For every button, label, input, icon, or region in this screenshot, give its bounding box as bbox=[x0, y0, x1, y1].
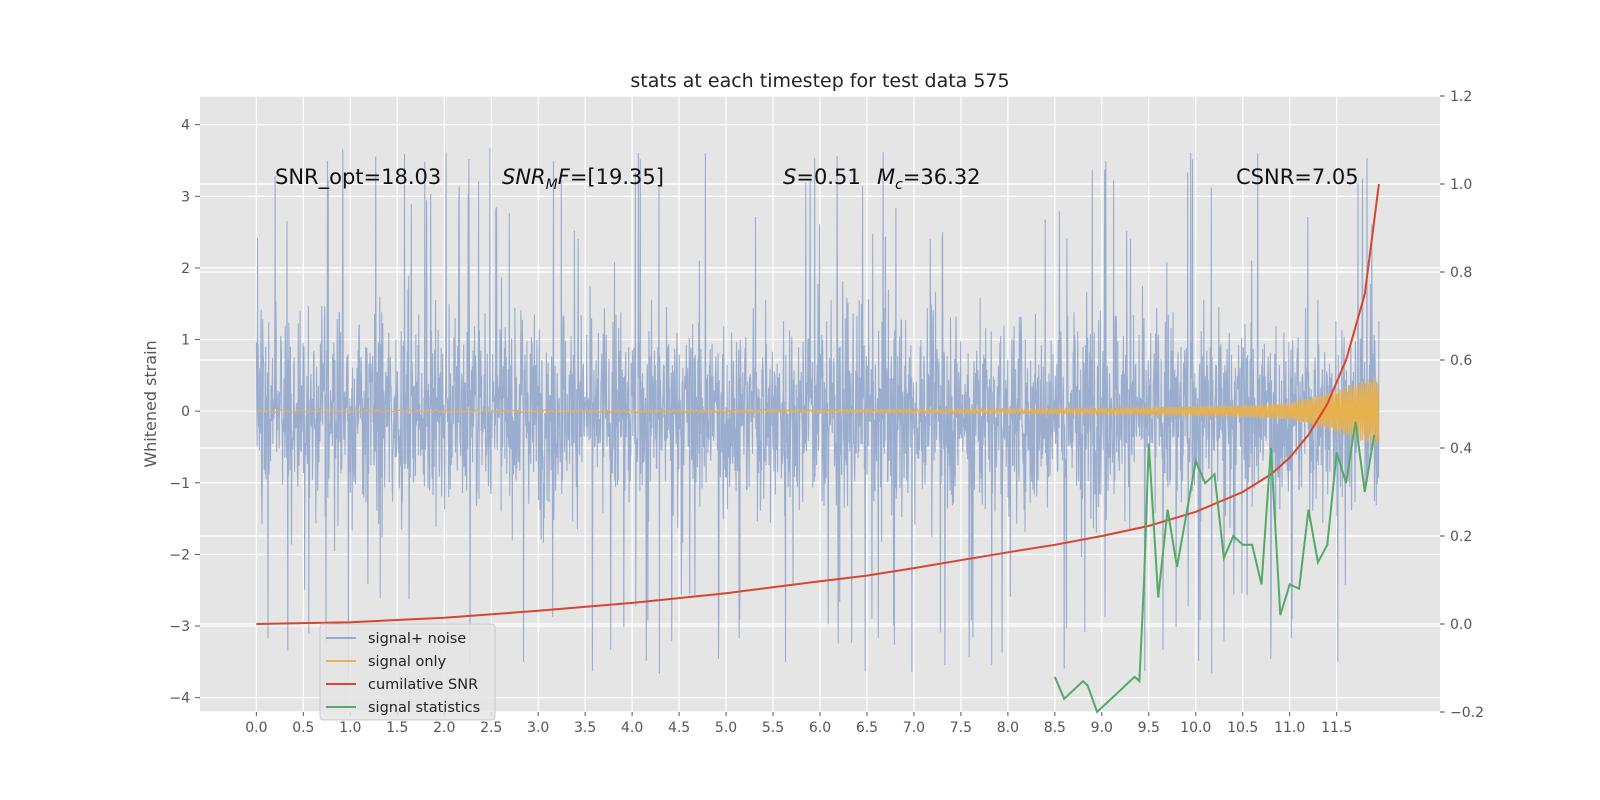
annotations: SNR_opt=18.03 SNRMF=[19.35] S=0.51 Mc=36… bbox=[275, 165, 1359, 193]
x-tick-label: 0.0 bbox=[245, 720, 267, 736]
x-tick-label: 2.0 bbox=[433, 720, 455, 736]
x-tick-label: 8.0 bbox=[997, 720, 1019, 736]
series-line-signal-statistics bbox=[1053, 421, 1376, 714]
x-tick-label: 0.5 bbox=[292, 720, 314, 736]
y-right-tick-label: 0.2 bbox=[1450, 529, 1472, 545]
y-right-tick-label: 0.0 bbox=[1450, 617, 1472, 633]
y-right-tick-label: 0.8 bbox=[1450, 265, 1472, 281]
x-tick-label: 6.5 bbox=[856, 720, 878, 736]
x-tick-label: 7.5 bbox=[950, 720, 972, 736]
x-tick-label: 2.5 bbox=[480, 720, 502, 736]
x-tick-label: 8.5 bbox=[1044, 720, 1066, 736]
x-tick-label: 1.5 bbox=[386, 720, 408, 736]
series-line-cumulative-snr bbox=[256, 183, 1380, 625]
x-tick-label: 11.5 bbox=[1321, 720, 1352, 736]
y-right-tick-label: 1.0 bbox=[1450, 177, 1472, 193]
legend-label-signal-statistics: signal statistics bbox=[368, 700, 480, 716]
annotation-snr-opt: SNR_opt=18.03 bbox=[275, 165, 441, 190]
x-tick-label: 10.5 bbox=[1227, 720, 1258, 736]
y-tick-label: −4 bbox=[169, 691, 190, 707]
x-tick-label: 10.0 bbox=[1180, 720, 1211, 736]
y-tick-label: −1 bbox=[169, 476, 190, 492]
y-right-tick-label: 0.6 bbox=[1450, 353, 1472, 369]
y-tick-label: −2 bbox=[169, 547, 190, 563]
x-tick-label: 5.5 bbox=[762, 720, 784, 736]
legend-label-cumulative-snr: cumilative SNR bbox=[368, 677, 478, 693]
x-tick-label: 5.0 bbox=[715, 720, 737, 736]
y-tick-label: 1 bbox=[181, 333, 190, 349]
legend-label-signal-noise: signal+ noise bbox=[368, 631, 466, 647]
x-tick-label: 3.5 bbox=[574, 720, 596, 736]
series-line-signal-noise bbox=[255, 147, 1380, 674]
y-right-tick-label: 0.4 bbox=[1450, 441, 1472, 457]
x-tick-label: 4.5 bbox=[668, 720, 690, 736]
x-tick-label: 3.0 bbox=[527, 720, 549, 736]
x-tick-label: 1.0 bbox=[339, 720, 361, 736]
series-layer bbox=[255, 147, 1380, 714]
y-tick-label: 4 bbox=[181, 118, 190, 134]
series-line-signal-only bbox=[256, 377, 1380, 446]
x-tick-label: 11.0 bbox=[1274, 720, 1305, 736]
y-tick-label: 2 bbox=[181, 261, 190, 277]
y-tick-label: 3 bbox=[181, 189, 190, 205]
x-tick-label: 4.0 bbox=[621, 720, 643, 736]
y-tick-label: 0 bbox=[181, 404, 190, 420]
axes: 0.0 0.5 1.0 1.5 2.0 2.5 3.0 3.5 4.0 4.5 5.0 5.5 6.0 6… bbox=[169, 89, 1484, 736]
x-tick-label: 6.0 bbox=[809, 720, 831, 736]
x-tick-label: 7.0 bbox=[903, 720, 925, 736]
legend: signal+ noise signal only cumilative SNR… bbox=[319, 623, 496, 721]
chart-title: stats at each timestep for test data 575 bbox=[630, 70, 1009, 92]
y-tick-label: −3 bbox=[169, 619, 190, 635]
y-axis-title: Whitened strain bbox=[141, 340, 160, 467]
x-tick-label: 9.5 bbox=[1138, 720, 1160, 736]
annotation-snr-mf: SNRMF=[19.35] bbox=[502, 165, 664, 193]
y-right-tick-label: −0.2 bbox=[1450, 705, 1484, 721]
legend-label-signal-only: signal only bbox=[368, 654, 447, 670]
annotation-csnr: CSNR=7.05 bbox=[1236, 165, 1359, 189]
annotation-s: S=0.51 bbox=[783, 165, 861, 189]
legend-box bbox=[319, 623, 496, 721]
y-right-tick-label: 1.2 bbox=[1450, 89, 1472, 105]
x-tick-label: 9.0 bbox=[1091, 720, 1113, 736]
annotation-mc: Mc=36.32 bbox=[877, 165, 981, 193]
